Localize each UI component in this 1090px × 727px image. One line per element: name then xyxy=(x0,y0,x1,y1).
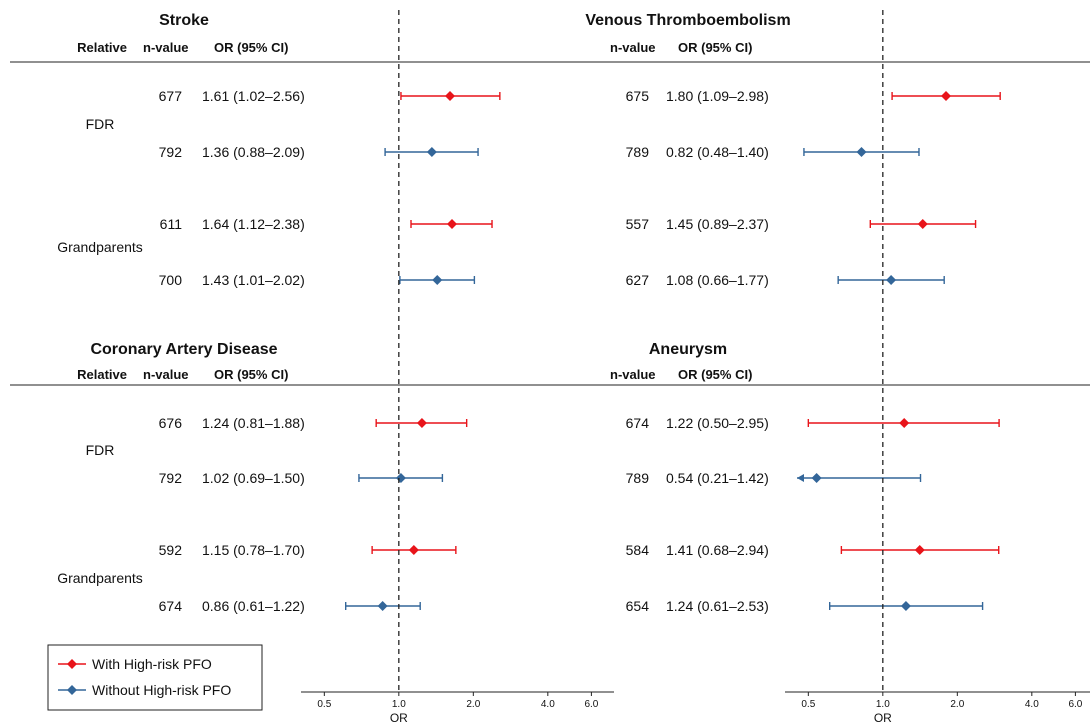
n-value-cell: 654 xyxy=(626,598,650,614)
header-n-value: n-value xyxy=(610,40,656,55)
n-value-cell: 584 xyxy=(626,542,650,558)
header-n-value: n-value xyxy=(610,367,656,382)
group-label: FDR xyxy=(86,442,115,458)
n-value-cell: 592 xyxy=(159,542,183,558)
or-ci-cell: 1.15 (0.78–1.70) xyxy=(202,542,305,558)
or-point-diamond xyxy=(432,275,443,285)
n-value-cell: 700 xyxy=(159,272,183,288)
n-value-cell: 677 xyxy=(159,88,183,104)
ci-arrow-left xyxy=(797,474,804,482)
or-point-diamond xyxy=(446,219,457,229)
group-label: Grandparents xyxy=(57,239,143,255)
or-point-diamond xyxy=(899,418,910,428)
or-ci-cell: 1.36 (0.88–2.09) xyxy=(202,144,305,160)
or-point-diamond xyxy=(900,601,911,611)
panel-stroke: Stroke Relative n-value OR (95% CI) FDR 677 1.… xyxy=(10,12,590,288)
or-point-diamond xyxy=(426,147,437,157)
or-point-diamond xyxy=(416,418,427,428)
legend-label: With High-risk PFO xyxy=(92,656,212,672)
or-point-diamond xyxy=(856,147,867,157)
or-point-diamond xyxy=(811,473,822,483)
group-label: Grandparents xyxy=(57,570,143,586)
n-value-cell: 676 xyxy=(159,415,183,431)
or-point-diamond xyxy=(886,275,897,285)
or-point-diamond xyxy=(914,545,925,555)
x-tick-label: 4.0 xyxy=(1025,699,1039,710)
x-tick-label: 0.5 xyxy=(317,699,331,710)
n-value-cell: 674 xyxy=(159,598,183,614)
x-tick-label: 1.0 xyxy=(392,699,406,710)
panel-title: Venous Thromboembolism xyxy=(585,12,790,29)
or-ci-cell: 1.64 (1.12–2.38) xyxy=(202,216,305,232)
or-point-diamond xyxy=(377,601,388,611)
or-ci-cell: 0.54 (0.21–1.42) xyxy=(666,470,769,486)
or-ci-cell: 1.41 (0.68–2.94) xyxy=(666,542,769,558)
header-or-ci: OR (95% CI) xyxy=(214,367,288,382)
x-axis-label: OR xyxy=(390,711,408,725)
or-point-diamond xyxy=(917,219,928,229)
legend-label: Without High-risk PFO xyxy=(92,682,231,698)
n-value-cell: 792 xyxy=(159,144,183,160)
legend-diamond-icon xyxy=(67,659,77,669)
header-or-ci: OR (95% CI) xyxy=(678,40,752,55)
group-label: FDR xyxy=(86,116,115,132)
or-ci-cell: 1.08 (0.66–1.77) xyxy=(666,272,769,288)
n-value-cell: 674 xyxy=(626,415,650,431)
x-tick-label: 0.5 xyxy=(801,699,815,710)
x-tick-label: 1.0 xyxy=(876,699,890,710)
or-point-diamond xyxy=(408,545,419,555)
header-or-ci: OR (95% CI) xyxy=(214,40,288,55)
or-point-diamond xyxy=(395,473,406,483)
header-n-value: n-value xyxy=(143,367,189,382)
or-ci-cell: 1.24 (0.61–2.53) xyxy=(666,598,769,614)
header-or-ci: OR (95% CI) xyxy=(678,367,752,382)
n-value-cell: 792 xyxy=(159,470,183,486)
x-tick-label: 4.0 xyxy=(541,699,555,710)
or-ci-cell: 0.82 (0.48–1.40) xyxy=(666,144,769,160)
x-tick-label: 6.0 xyxy=(584,699,598,710)
or-ci-cell: 1.24 (0.81–1.88) xyxy=(202,415,305,431)
n-value-cell: 627 xyxy=(626,272,650,288)
header-relative: Relative xyxy=(77,367,127,382)
panel-venous-thromboembolism: Venous Thromboembolism n-value OR (95% CI)… xyxy=(585,12,1090,288)
legend: With High-risk PFO Without High-risk PFO xyxy=(47,644,263,711)
or-ci-cell: 0.86 (0.61–1.22) xyxy=(202,598,305,614)
x-tick-label: 2.0 xyxy=(466,699,480,710)
panel-aneurysm: Aneurysm n-value OR (95% CI) 674 1.22 (0.50–… xyxy=(590,341,1090,614)
or-point-diamond xyxy=(445,91,456,101)
legend-box xyxy=(47,644,263,711)
or-ci-cell: 1.43 (1.01–2.02) xyxy=(202,272,305,288)
or-ci-cell: 1.02 (0.69–1.50) xyxy=(202,470,305,486)
or-ci-cell: 1.22 (0.50–2.95) xyxy=(666,415,769,431)
x-axis-label: OR xyxy=(874,711,892,725)
x-tick-label: 2.0 xyxy=(950,699,964,710)
n-value-cell: 789 xyxy=(626,470,650,486)
panel-title: Aneurysm xyxy=(649,341,727,358)
panel-coronary-artery-disease: Coronary Artery Disease Relative n-value OR… xyxy=(10,341,590,614)
or-ci-cell: 1.61 (1.02–2.56) xyxy=(202,88,305,104)
legend-diamond-icon xyxy=(67,685,77,695)
n-value-cell: 557 xyxy=(626,216,650,232)
n-value-cell: 611 xyxy=(160,216,183,232)
or-ci-cell: 1.80 (1.09–2.98) xyxy=(666,88,769,104)
or-point-diamond xyxy=(940,91,951,101)
header-relative: Relative xyxy=(77,40,127,55)
or-ci-cell: 1.45 (0.89–2.37) xyxy=(666,216,769,232)
panel-title: Stroke xyxy=(159,12,209,29)
panel-title: Coronary Artery Disease xyxy=(90,341,277,358)
n-value-cell: 789 xyxy=(626,144,650,160)
x-tick-label: 6.0 xyxy=(1068,699,1082,710)
n-value-cell: 675 xyxy=(626,88,650,104)
header-n-value: n-value xyxy=(143,40,189,55)
